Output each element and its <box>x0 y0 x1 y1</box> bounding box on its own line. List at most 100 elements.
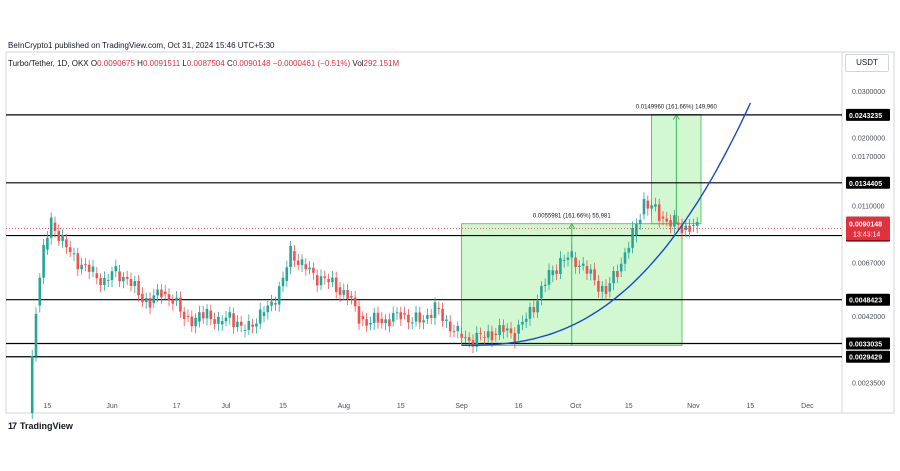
candle[interactable] <box>692 224 695 226</box>
candle[interactable] <box>266 305 270 313</box>
candle[interactable] <box>281 277 285 287</box>
candle[interactable] <box>483 336 486 338</box>
candle[interactable] <box>304 264 308 270</box>
candle[interactable] <box>243 329 247 331</box>
candle[interactable] <box>118 271 121 282</box>
candle[interactable] <box>331 277 334 283</box>
candle[interactable] <box>141 293 144 303</box>
candle[interactable] <box>76 253 80 270</box>
candle[interactable] <box>536 301 539 313</box>
candle[interactable] <box>110 271 114 281</box>
candle[interactable] <box>137 280 140 296</box>
candle[interactable] <box>559 257 562 274</box>
candle[interactable] <box>342 290 346 295</box>
candle[interactable] <box>445 319 448 321</box>
candle[interactable] <box>585 265 589 274</box>
candle[interactable] <box>650 205 653 209</box>
candle[interactable] <box>372 312 376 323</box>
candle[interactable] <box>338 287 342 295</box>
candle[interactable] <box>61 234 64 241</box>
candle[interactable] <box>357 306 361 324</box>
candle[interactable] <box>574 257 577 268</box>
candle[interactable] <box>521 321 524 325</box>
candle[interactable] <box>388 319 391 327</box>
candle[interactable] <box>247 321 251 330</box>
candle[interactable] <box>129 279 133 287</box>
candle[interactable] <box>80 264 83 270</box>
candle[interactable] <box>490 331 494 341</box>
candle[interactable] <box>597 281 600 292</box>
parabolic-curve[interactable] <box>461 102 752 346</box>
candle[interactable] <box>456 326 460 332</box>
candle[interactable] <box>262 312 266 316</box>
candle[interactable] <box>673 215 676 227</box>
candle[interactable] <box>475 332 479 347</box>
candle[interactable] <box>471 340 475 347</box>
candle[interactable] <box>600 285 604 292</box>
candle[interactable] <box>258 309 262 324</box>
candle[interactable] <box>486 331 490 338</box>
candle[interactable] <box>623 252 627 264</box>
candle[interactable] <box>296 260 300 266</box>
candle[interactable] <box>570 251 574 258</box>
candle[interactable] <box>642 198 646 215</box>
candle[interactable] <box>68 247 72 253</box>
candle[interactable] <box>524 318 528 322</box>
candle[interactable] <box>661 216 665 219</box>
candle[interactable] <box>334 277 338 292</box>
candle[interactable] <box>494 333 498 335</box>
candle[interactable] <box>547 270 551 285</box>
candle[interactable] <box>228 312 232 318</box>
candle[interactable] <box>300 259 304 266</box>
candle[interactable] <box>627 247 631 253</box>
candle[interactable] <box>114 266 118 272</box>
candle[interactable] <box>308 267 311 270</box>
candle[interactable] <box>695 221 699 226</box>
candle[interactable] <box>631 227 634 248</box>
candle[interactable] <box>555 270 558 274</box>
candle[interactable] <box>426 315 429 319</box>
candle[interactable] <box>578 265 581 268</box>
candle[interactable] <box>676 222 680 225</box>
candle[interactable] <box>289 245 292 268</box>
candle[interactable] <box>604 285 608 295</box>
candle[interactable] <box>551 270 555 276</box>
candle[interactable] <box>198 312 201 322</box>
candle[interactable] <box>182 311 186 320</box>
candle[interactable] <box>205 308 209 319</box>
candle[interactable] <box>429 315 433 318</box>
candle[interactable] <box>213 319 216 324</box>
candle[interactable] <box>384 319 387 324</box>
candle[interactable] <box>505 328 509 331</box>
candle[interactable] <box>346 290 349 299</box>
candle[interactable] <box>99 278 102 285</box>
candle[interactable] <box>452 331 456 333</box>
candle[interactable] <box>433 302 437 318</box>
candle[interactable] <box>87 264 91 272</box>
candle[interactable] <box>57 230 61 241</box>
candle[interactable] <box>49 217 53 238</box>
candle[interactable] <box>72 253 76 255</box>
candle[interactable] <box>186 315 190 317</box>
candle[interactable] <box>171 299 175 304</box>
candle[interactable] <box>42 244 45 278</box>
candle[interactable] <box>323 276 327 278</box>
candle[interactable] <box>190 316 194 327</box>
candle[interactable] <box>277 286 281 305</box>
candle[interactable] <box>65 239 68 248</box>
candle[interactable] <box>403 313 406 315</box>
candle[interactable] <box>353 297 357 307</box>
candle[interactable] <box>608 283 612 292</box>
candle[interactable] <box>437 308 441 310</box>
candle[interactable] <box>30 356 34 413</box>
candle[interactable] <box>312 267 315 273</box>
candle[interactable] <box>179 297 182 312</box>
candle[interactable] <box>688 225 691 232</box>
candle[interactable] <box>680 224 684 234</box>
candle[interactable] <box>148 298 152 308</box>
candle[interactable] <box>517 324 520 334</box>
candle[interactable] <box>589 269 593 274</box>
candle[interactable] <box>106 280 110 282</box>
candle[interactable] <box>528 307 532 319</box>
